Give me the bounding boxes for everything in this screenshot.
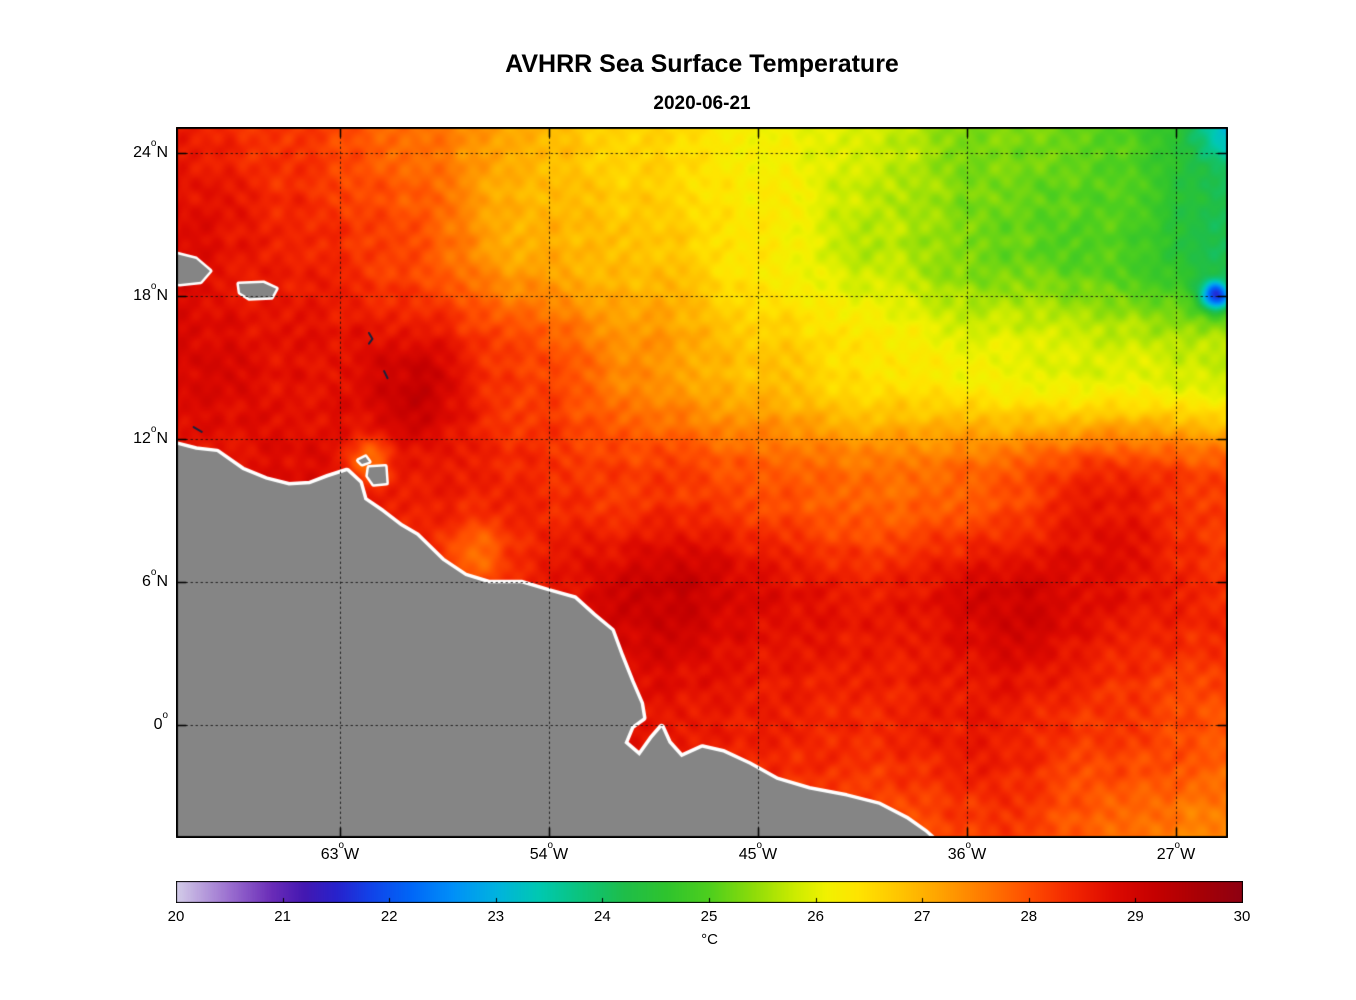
y-tick-label: 18oN bbox=[133, 281, 168, 304]
degree-superscript: o bbox=[547, 840, 554, 852]
y-tick-label: 24oN bbox=[133, 138, 168, 161]
colorbar-tick-label: 21 bbox=[274, 908, 291, 925]
x-tick-label: 45oW bbox=[738, 840, 778, 863]
colorbar-tick-label: 29 bbox=[1127, 908, 1144, 925]
x-tick-label: 36oW bbox=[947, 840, 987, 863]
map-overlay-axes bbox=[176, 127, 1228, 838]
degree-superscript: o bbox=[150, 281, 157, 293]
colorbar-tick-label: 23 bbox=[487, 908, 505, 925]
y-tick-label: 0o bbox=[153, 710, 168, 734]
colorbar-tick-label: 28 bbox=[1020, 908, 1038, 925]
x-tick-label: 54oW bbox=[529, 840, 569, 863]
colorbar bbox=[176, 881, 1243, 903]
y-tick-label: 6oN bbox=[142, 567, 168, 590]
colorbar-tick-label: 26 bbox=[807, 908, 824, 925]
degree-superscript: o bbox=[756, 840, 763, 852]
colorbar-tick-label: 30 bbox=[1233, 908, 1251, 925]
degree-superscript: o bbox=[162, 710, 168, 722]
degree-superscript: o bbox=[965, 840, 972, 852]
colorbar-tick-label: 27 bbox=[913, 908, 931, 925]
chart-subtitle: 2020-06-21 bbox=[653, 93, 751, 114]
degree-superscript: o bbox=[150, 567, 157, 579]
x-tick-label: 27oW bbox=[1156, 840, 1196, 863]
chart-title: AVHRR Sea Surface Temperature bbox=[505, 50, 899, 78]
degree-superscript: o bbox=[150, 138, 157, 150]
degree-superscript: o bbox=[338, 840, 345, 852]
colorbar-tick-label: 20 bbox=[167, 908, 185, 925]
colorbar-tick-label: 25 bbox=[700, 908, 718, 925]
colorbar-unit-label: °C bbox=[701, 931, 718, 948]
colorbar-tick-label: 22 bbox=[380, 908, 398, 925]
y-tick-label: 12oN bbox=[133, 424, 168, 447]
colorbar-tick-label: 24 bbox=[594, 908, 611, 925]
x-tick-label: 63oW bbox=[320, 840, 360, 863]
degree-superscript: o bbox=[150, 424, 157, 436]
degree-superscript: o bbox=[1174, 840, 1181, 852]
